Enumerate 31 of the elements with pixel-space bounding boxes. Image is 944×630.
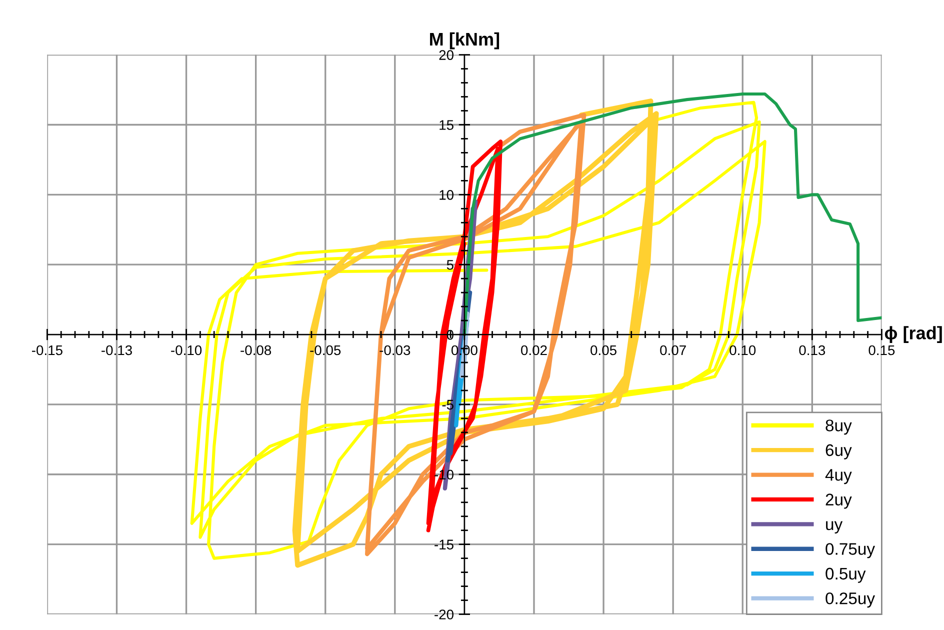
x-tick-label: -0.10 xyxy=(171,345,202,356)
x-tick-label: 0.02 xyxy=(521,345,547,356)
x-tick-label: 0.10 xyxy=(730,345,756,356)
x-tick-label: 0.07 xyxy=(660,345,686,356)
legend-label: 0.25uy xyxy=(826,592,875,608)
y-tick-label: -15 xyxy=(434,540,454,550)
y-tick-label: 20 xyxy=(439,50,454,60)
legend-label: 6uy xyxy=(826,444,852,460)
x-tick-label: 0.13 xyxy=(799,345,826,356)
x-tick-label: -0.08 xyxy=(240,345,272,356)
line-series xyxy=(365,112,586,556)
y-tick-label: -5 xyxy=(442,400,454,410)
legend-label: 0.75uy xyxy=(826,543,875,558)
x-tick-label: 0.05 xyxy=(590,345,616,356)
y-tick-label: 15 xyxy=(440,120,454,130)
legend-label: 2uy xyxy=(826,494,852,509)
legend-label: 0.5uy xyxy=(826,568,866,583)
y-tick-label: 10 xyxy=(440,190,454,200)
line-series xyxy=(426,140,503,532)
legend-label: 8uy xyxy=(826,420,852,435)
x-axis-title: ϕ [rad] xyxy=(884,326,942,343)
x-tick-label: -0.15 xyxy=(32,345,62,356)
x-tick-label: -0.13 xyxy=(102,345,132,356)
line-series xyxy=(292,98,659,568)
legend-label: uy xyxy=(826,521,843,534)
y-tick-label: 5 xyxy=(446,260,454,270)
legend-label: 4uy xyxy=(825,469,852,484)
y-axis-title: M [kNm] xyxy=(430,32,500,50)
x-tick-label: 0.15 xyxy=(868,345,895,356)
y-tick-label: -20 xyxy=(434,610,454,620)
line-series xyxy=(462,92,882,336)
